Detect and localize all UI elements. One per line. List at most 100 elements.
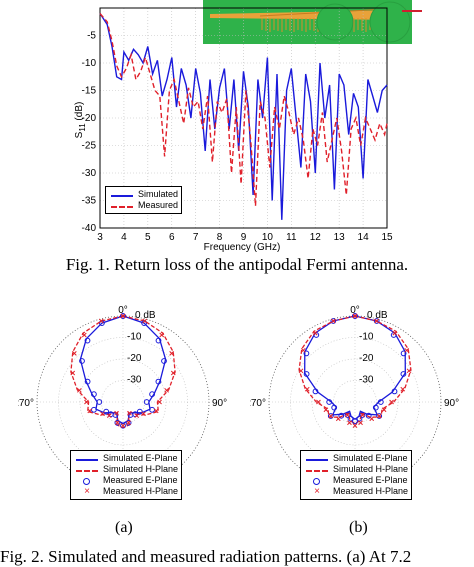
measured-e-marker [120,422,126,429]
measured-e-marker [120,313,126,319]
measured-e-marker [303,350,310,357]
measured-e-marker [114,419,121,426]
measured-e-marker [372,404,379,411]
measured-h-marker [126,420,131,426]
measured-h-marker [71,350,77,356]
measured-h-marker [400,386,406,392]
measured-e-marker [136,408,143,415]
circle-marker-icon [74,476,100,486]
return-loss-chart: 3 4 5 6 7 8 9 10 11 12 13 14 15 -5 -10 -15 -20 -25 -30 -35 -… [74,0,422,253]
measured-h-marker [330,318,336,324]
x-tick-label: 7 [193,232,199,243]
measured-h-marker [141,411,146,417]
legend-label: Measured [138,200,179,210]
fig1-legend: Simulated Measured [105,186,183,214]
x-tick-label: 10 [262,232,274,243]
y-tick-label: -35 [82,196,97,207]
measured-h-marker [70,370,76,376]
measured-h-marker [120,313,126,319]
plot-frame [99,7,388,229]
y-axis-label: S11 (dB) [74,102,87,139]
measured-h-marker [127,410,132,416]
panel-label-b: (b) [349,519,368,536]
measured-e-marker [376,413,383,419]
fig2b-legend: Simulated E-Plane Simulated H-Plane Meas… [300,450,413,500]
ring-label: -30 [359,375,374,386]
measured-h-marker [389,399,394,405]
legend-line-solid-icon [304,454,330,464]
x-tick-label: 8 [217,232,223,243]
measured-e-marker [400,350,407,357]
measured-e-marker [155,378,162,385]
measured-h-marker [404,347,410,353]
measured-h-marker [159,332,165,338]
legend-label: Simulated E-Plane [333,453,408,463]
x-tick-label: 13 [334,232,346,243]
ring [290,337,420,467]
fig2a-legend: Simulated E-Plane Simulated H-Plane Meas… [70,450,183,500]
x-tick-label: 11 [286,232,297,243]
measured-h-marker [300,347,306,353]
legend-line-dashed-icon [74,465,100,475]
measured-h-marker [106,413,112,419]
x-tick-label: 4 [121,232,127,243]
legend-label: Measured E-Plane [333,475,408,485]
measured-e-marker [391,388,398,395]
measured-e-marker [365,412,372,419]
measured-e-marker [331,404,338,411]
x-marker-icon: × [84,485,90,497]
measured-h-marker [312,330,318,336]
measured-h-marker [77,387,82,393]
legend-item: Simulated H-Plane [74,464,178,475]
measured-e-marker [377,399,384,405]
measured-h-marker [304,386,310,392]
ring-label: 0 dB [135,310,156,321]
x-tick-label: 14 [358,232,370,243]
legend-line-solid-icon [74,454,100,464]
x-tick-label: 5 [145,232,151,243]
measured-h-marker [369,416,375,422]
x-tick-label: 15 [381,232,393,243]
legend-item: Simulated H-Plane [304,464,408,475]
measured-e-marker [149,406,156,413]
measured-h-marker [352,313,358,319]
angle-label-top: 0° [118,305,128,316]
angle-label-top: 0° [350,305,360,316]
measured-h-marker [298,368,304,374]
legend-label: Measured H-Plane [333,486,409,496]
polar-pattern-b: 0 dB-10-20-300°180°270°90° [250,305,459,503]
legend-item: × Measured H-Plane [304,486,408,497]
ring-label: -20 [359,353,374,364]
measured-h-marker [100,411,105,417]
ring-label: -10 [127,332,142,343]
legend-label: Simulated E-Plane [103,453,178,463]
ring-label: -20 [127,353,142,364]
measured-e-marker [91,391,97,398]
series-line-simulated-h-plane [70,315,176,429]
y-tick-label: -10 [82,58,97,69]
ring-label: 0 dB [367,310,388,321]
measured-h-marker [328,413,334,419]
legend-line-dashed-icon [109,201,135,211]
measured-e-marker [84,378,91,385]
measured-e-marker [79,358,85,364]
series-line-measured [99,13,388,207]
measured-h-marker [335,416,341,422]
measured-e-marker [149,391,156,398]
measured-h-marker [153,408,159,414]
measured-e-marker [103,408,110,415]
x-marker-icon: × [314,485,320,497]
y-tick-label: -40 [82,223,97,234]
angle-label-right: 90° [444,398,459,409]
y-tick-label: -30 [82,168,97,179]
measured-e-marker [303,371,310,377]
series-line-simulated [99,13,388,220]
y-tick-label: -20 [82,113,97,124]
measured-h-marker [316,399,321,405]
measured-h-marker [142,318,148,324]
measured-h-marker [358,420,363,426]
panel-label-a: (a) [115,519,133,536]
measured-e-marker [373,318,380,324]
measured-h-marker [84,399,89,405]
measured-e-marker [344,412,351,418]
